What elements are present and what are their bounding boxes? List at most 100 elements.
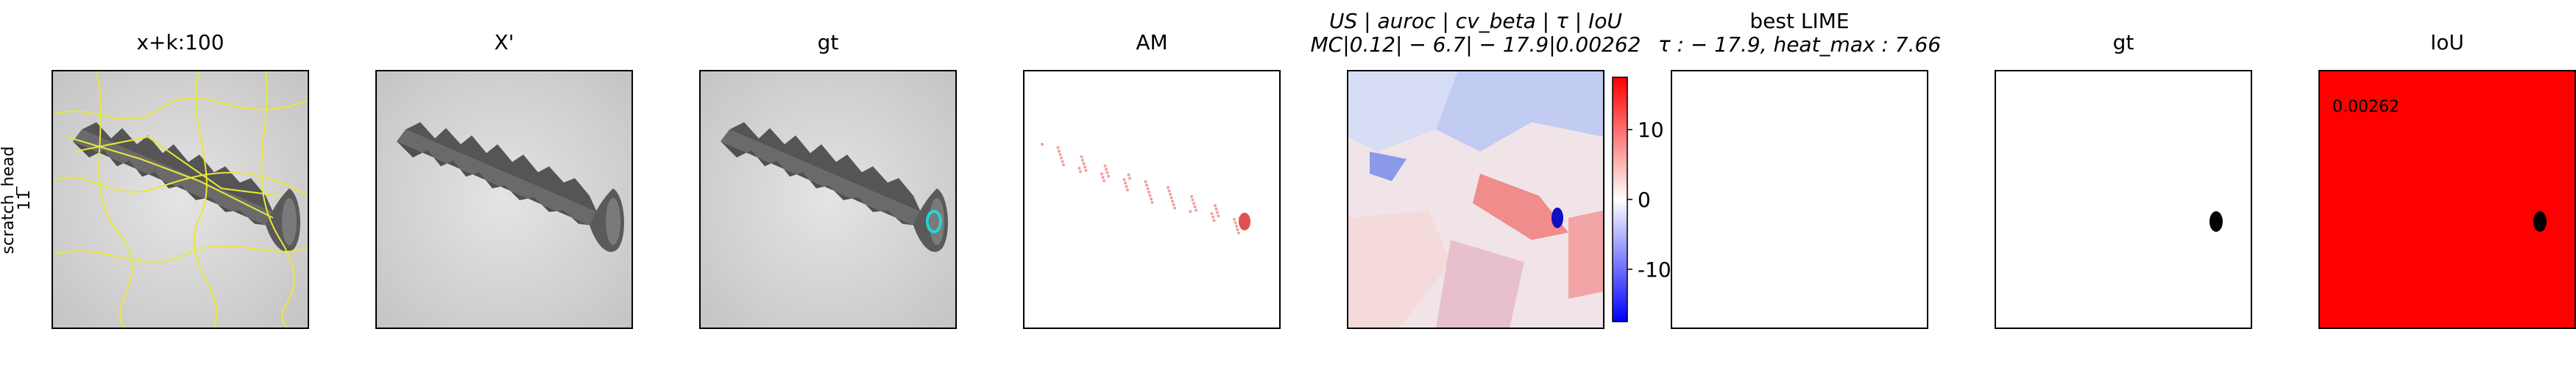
heat-dot (1212, 219, 1216, 222)
heat-spot (1239, 213, 1250, 230)
heat-dot (1083, 166, 1086, 169)
heat-dot (1171, 199, 1174, 203)
region (1348, 71, 1458, 152)
panel-frame (1671, 70, 1928, 329)
colorbar-tick-label: -10 (1638, 258, 1671, 282)
heat-dot (1105, 171, 1109, 174)
heat-dot (1126, 188, 1129, 191)
panel-title: MC|0.12| − 6.7| − 17.9|0.00262 (1311, 32, 1641, 57)
colorbar-tick-label: 0 (1638, 188, 1651, 212)
colorbar (1612, 77, 1628, 322)
heat-dot (1173, 206, 1176, 210)
heat-dot (1146, 187, 1150, 191)
superpixel-boundary (52, 245, 309, 263)
colorbar-tick-label: 10 (1638, 118, 1664, 142)
region (1473, 174, 1568, 240)
panel-title: gt (818, 30, 839, 54)
panel-frame (699, 70, 957, 329)
heat-dot (1084, 169, 1088, 172)
panel (1671, 70, 1928, 329)
image (700, 71, 956, 328)
heat-dot (1214, 204, 1217, 208)
gt-mask (2209, 211, 2223, 232)
heat-dot (1122, 178, 1126, 181)
image (1995, 71, 2251, 328)
heat-dot (1169, 193, 1172, 196)
heat-dot (1147, 191, 1150, 194)
gt-mask (2533, 211, 2547, 232)
heat-dot (1081, 158, 1084, 162)
panel-title: X' (495, 30, 514, 54)
panel (1995, 70, 2252, 329)
panel-frame (52, 70, 309, 329)
panel-frame (375, 70, 633, 329)
panel-frame (1023, 70, 1281, 329)
heat-dot (1080, 155, 1083, 158)
superpixel-boundary (193, 70, 218, 329)
heat-dot (1150, 201, 1154, 204)
heat-dot (1107, 174, 1110, 178)
heat-dot (1103, 179, 1105, 183)
image (1671, 71, 1928, 328)
row-label: 11 (15, 190, 34, 210)
heat-dot (1128, 177, 1131, 180)
heat-dot (1167, 189, 1171, 193)
image (376, 71, 632, 328)
heat-dot (1195, 208, 1197, 212)
region (1551, 208, 1563, 228)
heat-dot (1062, 163, 1065, 166)
heat-dot (1236, 228, 1239, 231)
region (1370, 152, 1406, 181)
heat-dot (1041, 143, 1044, 146)
panel (1347, 70, 1604, 329)
superpixel-boundary (96, 70, 133, 329)
heat-dot (1103, 164, 1107, 168)
superpixel-boundary (66, 136, 274, 219)
superpixel-boundary (52, 171, 309, 197)
heat-dot (1148, 194, 1152, 197)
image (2319, 71, 2575, 328)
heat-dot (1145, 183, 1148, 187)
heat-dot (1170, 196, 1173, 199)
panel-title: x+k:100 (136, 30, 224, 54)
panel-title: IoU (2430, 30, 2464, 54)
panel (375, 70, 633, 329)
region (1436, 240, 1524, 328)
heat-dot (1058, 153, 1062, 156)
heat-dot (1172, 203, 1175, 206)
panel-frame (1995, 70, 2252, 329)
row-label: scratch_head (0, 146, 18, 255)
heat-dot (1058, 149, 1061, 153)
panel-title: best LIME (1749, 9, 1849, 33)
heat-dot (1190, 195, 1193, 198)
heat-dot (1150, 197, 1153, 201)
heat-dot (1144, 180, 1147, 183)
panel-title: AM (1136, 30, 1167, 54)
panel (1023, 70, 1281, 329)
panel-title: τ : − 17.9, heat_max : 7.66 (1658, 32, 1941, 57)
superpixel-boundary (261, 70, 295, 329)
heat-dot (1214, 208, 1218, 210)
gt-overlay (926, 210, 942, 233)
panel (2318, 70, 2576, 329)
panel-title: US | auroc | cv_beta | τ | IoU (1329, 9, 1622, 33)
heat-dot (1061, 160, 1064, 163)
heat-dot (1216, 210, 1219, 214)
region (1568, 210, 1604, 299)
heat-dot (1167, 185, 1170, 189)
heat-dot (1211, 216, 1214, 219)
heat-dot (1217, 214, 1220, 218)
region (1436, 71, 1604, 152)
heat-dot (1105, 168, 1108, 171)
heat-dot (1124, 181, 1127, 185)
panel-title: gt (2113, 30, 2134, 54)
heat-dot (1082, 162, 1086, 166)
heat-dot (1125, 185, 1128, 188)
heat-dot (1189, 210, 1192, 213)
heat-dot (1100, 172, 1103, 176)
heat-dot (1191, 198, 1195, 202)
heat-dot (1237, 231, 1240, 235)
annotation: 0.00262 (2332, 98, 2399, 116)
heat-dot (1192, 202, 1195, 205)
